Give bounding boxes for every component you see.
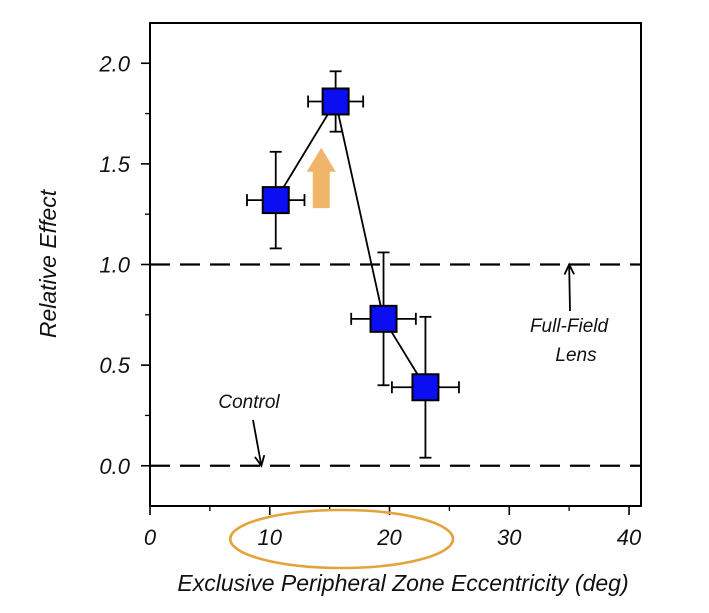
data-markers [261,87,440,402]
y-axis-tick-labels: 0.0 0.5 1.0 1.5 2.0 [98,51,130,479]
x-axis-label: Exclusive Peripheral Zone Eccentricity (… [177,570,628,596]
data-point-marker [321,87,350,116]
full-field-label: Full-Field [530,316,610,337]
y-tick-label: 1.5 [99,152,130,177]
lens-label: Lens [555,345,597,366]
y-tick-label: 0.5 [99,353,130,378]
control-arrow-line [252,419,263,466]
y-tick-label: 2.0 [98,51,130,76]
data-point-marker [411,373,440,402]
x-tick-label: 0 [144,525,157,550]
series-connector [274,99,427,388]
highlight-ellipse [228,508,455,570]
data-point-marker [369,304,398,333]
annotations: Control Full-Field Lens [218,262,610,468]
x-tick-label: 30 [497,525,522,550]
y-tick-label: 0.0 [99,454,130,479]
reference-lines [150,263,641,467]
full-field-arrowhead-icon [563,262,575,275]
x-tick-label: 40 [617,525,642,550]
data-point-marker [261,186,290,215]
control-arrowhead-icon [254,454,266,468]
y-tick-label: 1.0 [99,253,130,278]
highlights [228,147,455,570]
full-field-arrow-line [568,264,571,312]
y-axis-ticks [141,62,150,467]
x-tick-label: 10 [258,525,283,550]
series-line [274,99,427,388]
highlight-up-arrow-icon [306,147,336,209]
control-label: Control [218,392,280,413]
x-axis-tick-labels: 0 10 20 30 40 [144,525,642,550]
x-tick-label: 20 [376,525,402,550]
y-axis-label: Relative Effect [35,188,61,338]
